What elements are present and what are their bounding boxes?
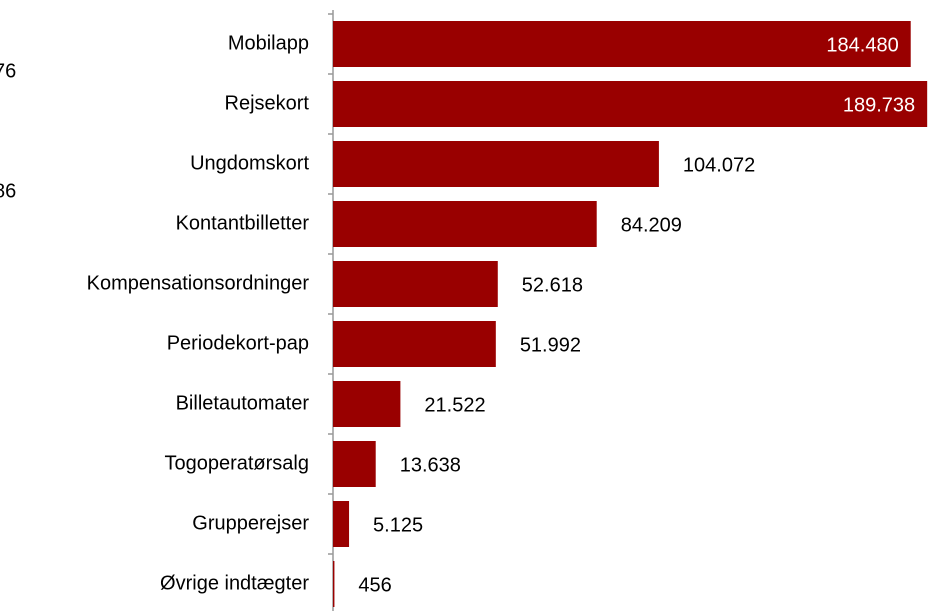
bar	[333, 561, 335, 607]
bar	[333, 201, 597, 247]
y-tick-label: Rejsekort	[225, 92, 310, 114]
y-tick-label: Kompensationsordninger	[87, 272, 310, 294]
value-label: 13.638	[400, 454, 461, 476]
y-tick-label: Periodekort-pap	[167, 332, 309, 354]
bar	[333, 381, 401, 427]
bar	[333, 81, 928, 127]
y-tick-label: Togoperatørsalg	[164, 452, 309, 474]
bar	[333, 21, 911, 67]
y-tick-label: Mobilapp	[228, 32, 309, 54]
value-label: 456	[358, 574, 391, 596]
value-label: 184.480	[826, 34, 898, 56]
value-label: 104.072	[683, 154, 755, 176]
bar	[333, 321, 496, 367]
y-tick-label: Billetautomater	[176, 392, 310, 414]
value-label: 51.992	[520, 334, 581, 356]
value-label: 5.125	[373, 514, 423, 536]
y-tick-label: Kontantbilletter	[176, 212, 310, 234]
cropped-label: 86	[0, 180, 16, 202]
bar	[333, 501, 350, 547]
value-label: 84.209	[621, 214, 682, 236]
cropped-label: 76	[0, 60, 16, 82]
y-tick-label: Grupperejser	[192, 512, 309, 534]
bar	[333, 261, 498, 307]
value-label: 52.618	[522, 274, 583, 296]
y-tick-label: Ungdomskort	[190, 152, 309, 174]
value-label: 21.522	[424, 394, 485, 416]
bar	[333, 141, 659, 187]
value-label: 189.738	[843, 94, 915, 116]
bar	[333, 441, 376, 487]
y-tick-label: Øvrige indtægter	[160, 572, 309, 594]
